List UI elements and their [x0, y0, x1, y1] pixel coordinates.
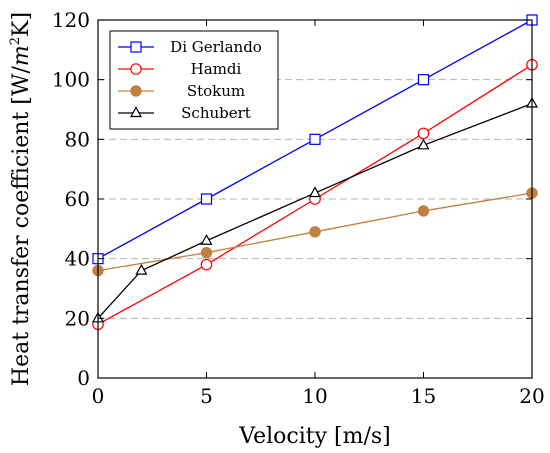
- y-axis-title-exp: 2: [8, 37, 23, 45]
- data-point-1-1: [200, 258, 213, 271]
- y-axis-title-suffix: K]: [9, 12, 34, 37]
- data-point-0-3: [417, 74, 430, 86]
- series-line-3: [97, 102, 533, 319]
- tick-labels: 0 5 10 15 20 0 20 40 60 80 100 120: [52, 8, 545, 408]
- data-point-2-3: [417, 205, 430, 217]
- data-point-2-2: [309, 226, 321, 238]
- data-point-3-4: [417, 138, 430, 150]
- data-point-2-1: [200, 247, 213, 259]
- y-tick-label-6: 120: [52, 8, 90, 32]
- y-tick-label-3: 60: [65, 187, 90, 211]
- x-tick-label-4: 20: [519, 384, 544, 408]
- legend-marker-0: [130, 41, 142, 53]
- x-tick-label-0: 0: [92, 384, 105, 408]
- series-layer: [91, 14, 539, 331]
- axes: [97, 19, 533, 379]
- legend-marker-1: [130, 63, 142, 75]
- x-tick-label-1: 5: [200, 384, 213, 408]
- x-tick-label-3: 15: [411, 384, 436, 408]
- data-point-3-3: [308, 186, 322, 198]
- y-axis-title: Heat transfer coefficient [W/m2K]: [8, 12, 34, 386]
- x-axis-title: Velocity [m/s]: [238, 424, 391, 449]
- legend-label-1: Hamdi: [191, 60, 242, 78]
- data-point-0-2: [309, 133, 321, 145]
- data-point-3-1: [135, 263, 148, 275]
- x-tick-label-2: 10: [302, 384, 327, 408]
- legend-marker-3: [129, 106, 143, 118]
- legend-label-0: Di Gerlando: [170, 38, 262, 56]
- y-tick-label-2: 40: [65, 247, 90, 271]
- data-point-1-3: [417, 127, 430, 140]
- data-point-3-2: [200, 234, 213, 245]
- data-point-0-1: [200, 193, 213, 205]
- legend-marker-2: [130, 85, 142, 97]
- legend-label-2: Stokum: [187, 82, 245, 100]
- y-axis-title-m: m: [9, 45, 34, 66]
- legend: Di Gerlando Hamdi Stokum Schubert: [109, 30, 279, 130]
- y-tick-label-4: 80: [65, 127, 90, 151]
- y-axis-title-prefix: Heat transfer coefficient [W/: [9, 66, 34, 387]
- y-tick-label-1: 20: [65, 306, 90, 330]
- series-3: [91, 96, 539, 323]
- legend-label-3: Schubert: [181, 104, 251, 122]
- y-tick-label-5: 100: [52, 68, 90, 92]
- y-tick-label-0: 0: [77, 366, 90, 390]
